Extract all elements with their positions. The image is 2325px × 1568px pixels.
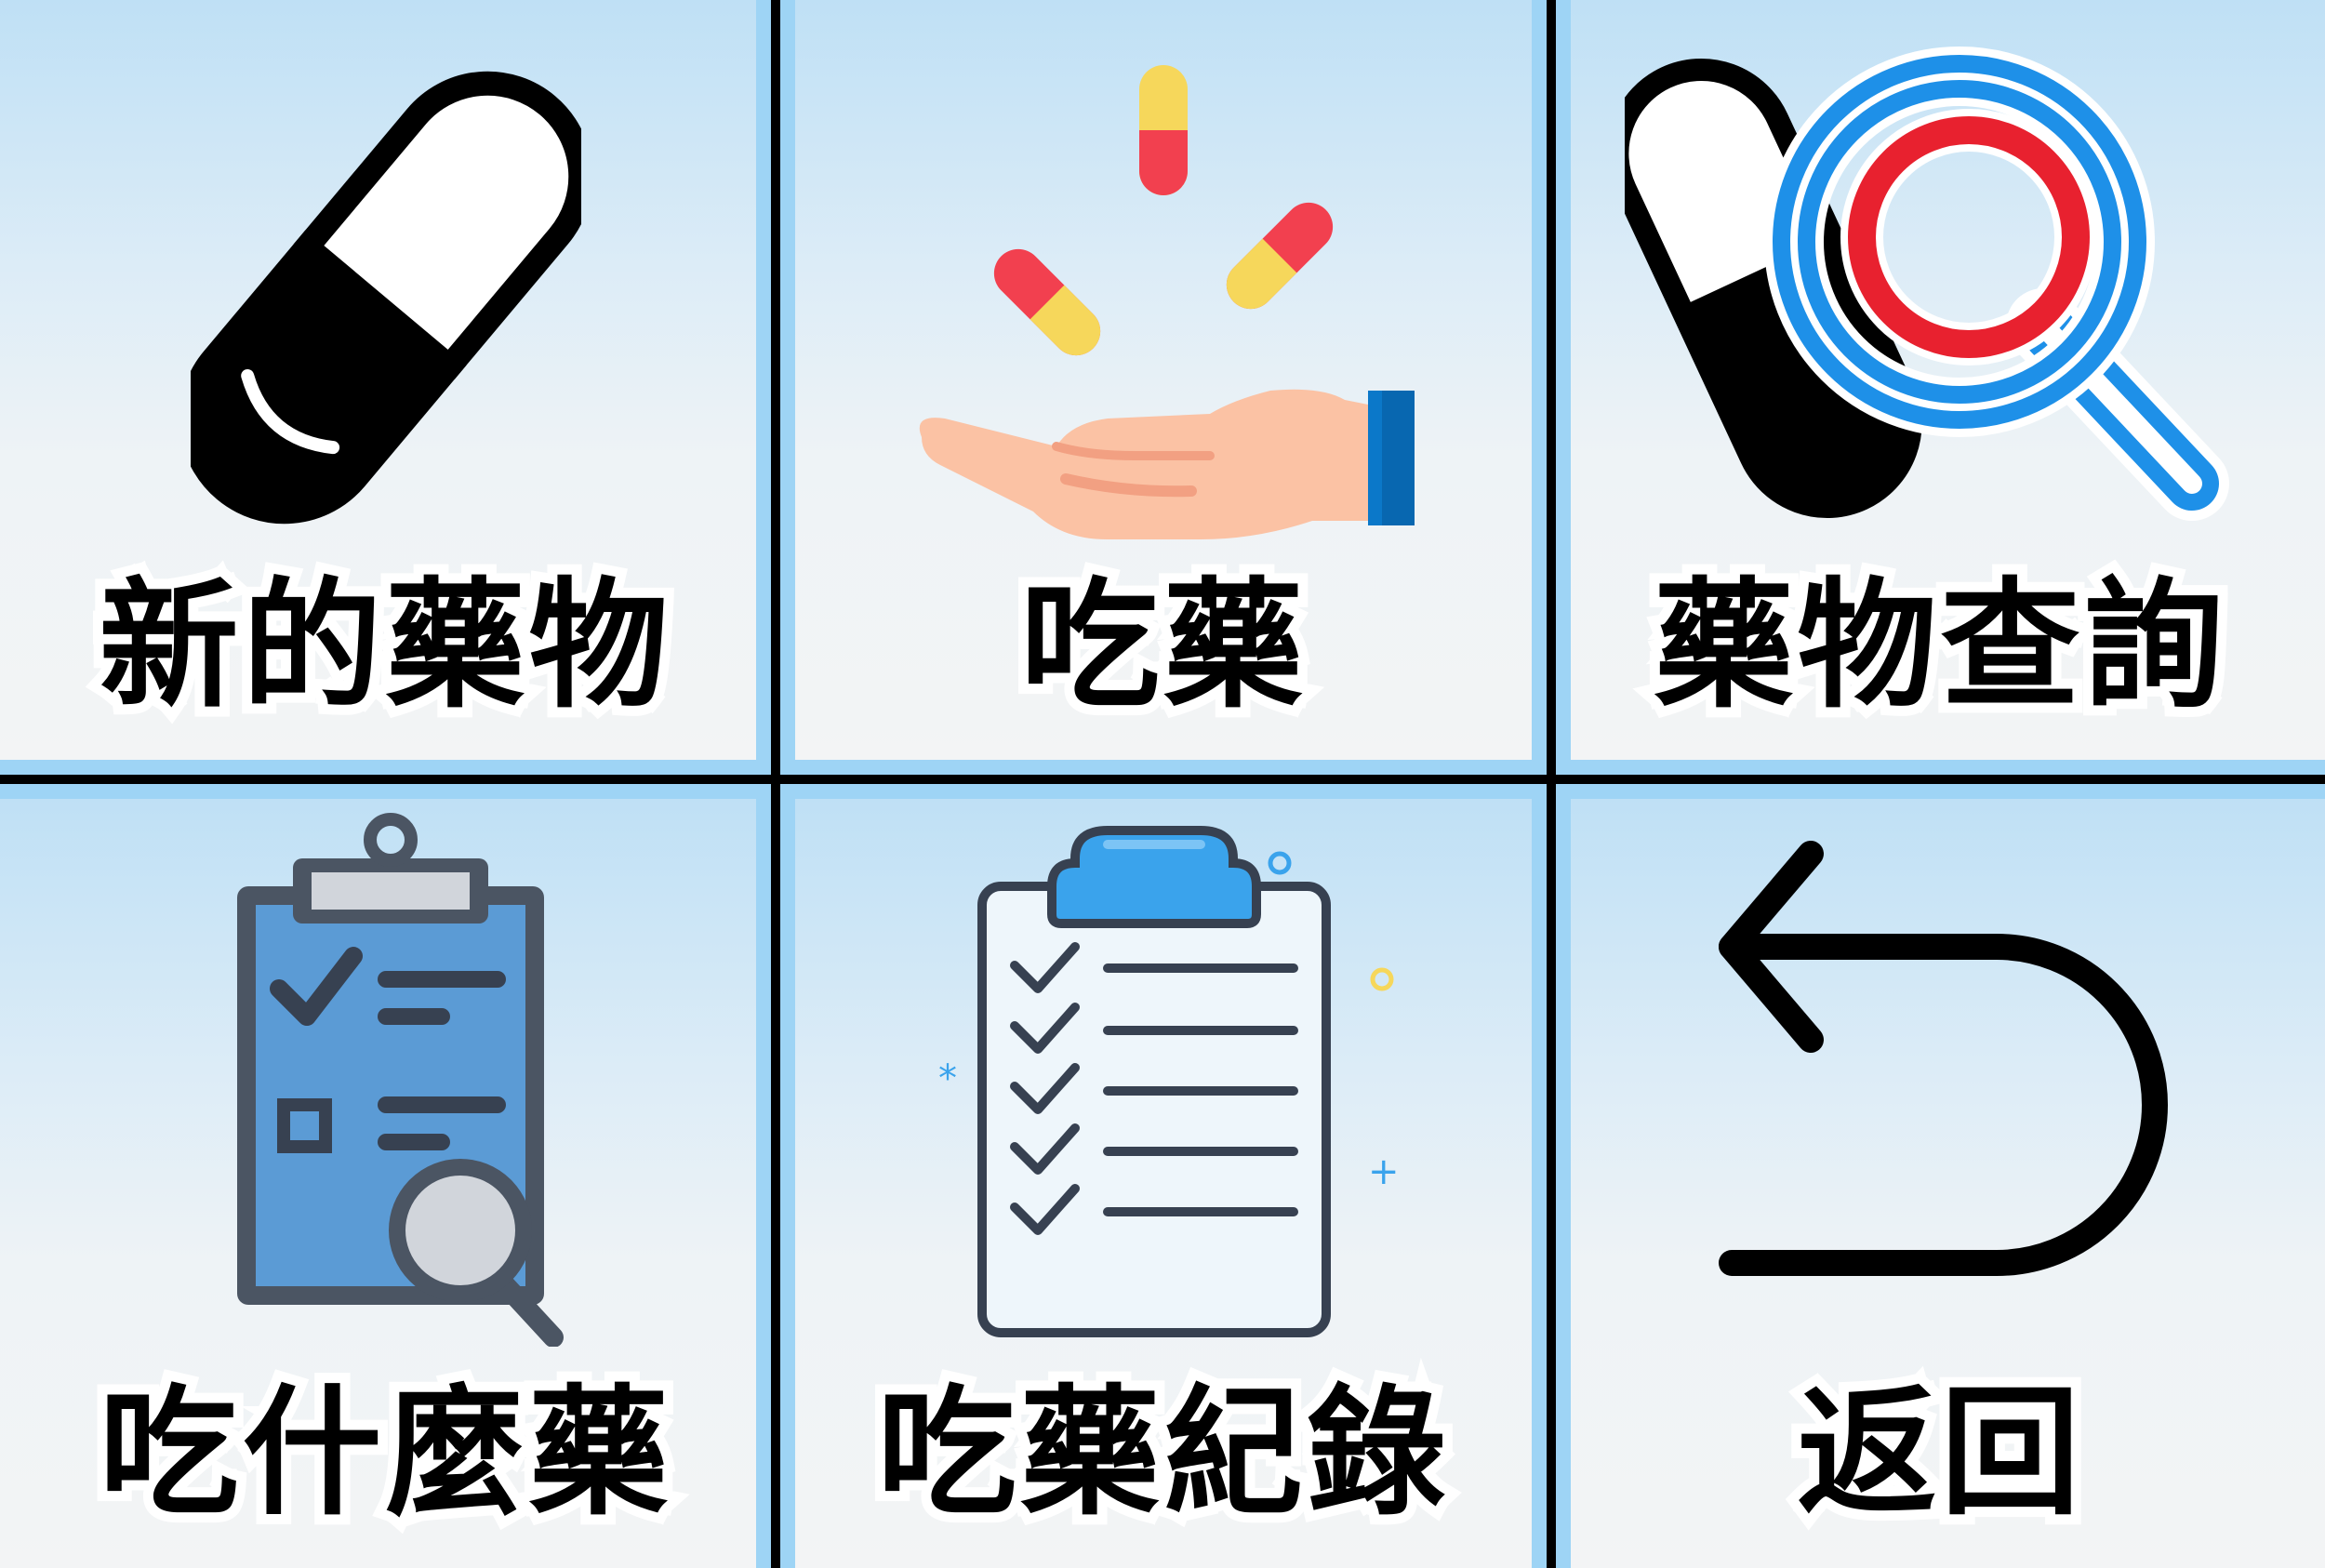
svg-text:*: *: [938, 1057, 957, 1100]
medicine-record-button[interactable]: * + 吃藥紀錄: [776, 779, 1551, 1568]
back-arrow-icon: [1699, 835, 2183, 1300]
take-medicine-button[interactable]: 吃藥: [776, 0, 1551, 779]
tile-label: 吃藥: [1010, 565, 1313, 727]
tile-background: [1556, 784, 2325, 1568]
tile-label: 返回: [1787, 1373, 2090, 1535]
checklist-clipboard-icon: * +: [922, 812, 1405, 1351]
tile-label: 吃什麼藥: [88, 1373, 678, 1535]
back-button[interactable]: 返回: [1551, 779, 2325, 1568]
capsule-icon: [190, 37, 581, 558]
svg-text:+: +: [1368, 1150, 1400, 1193]
tile-label: 新的藥物: [88, 565, 678, 727]
new-medicine-button[interactable]: 新的藥物: [0, 0, 776, 779]
capsule-search-icon: [1624, 47, 2257, 530]
tile-label: 藥物查詢: [1643, 565, 2233, 727]
what-medicine-button[interactable]: 吃什麼藥: [0, 779, 776, 1568]
pills-on-hand-icon: [903, 56, 1424, 539]
medicine-search-button[interactable]: 藥物查詢: [1551, 0, 2325, 779]
clipboard-search-icon: [181, 807, 591, 1347]
tile-label: 吃藥紀錄: [867, 1373, 1456, 1535]
